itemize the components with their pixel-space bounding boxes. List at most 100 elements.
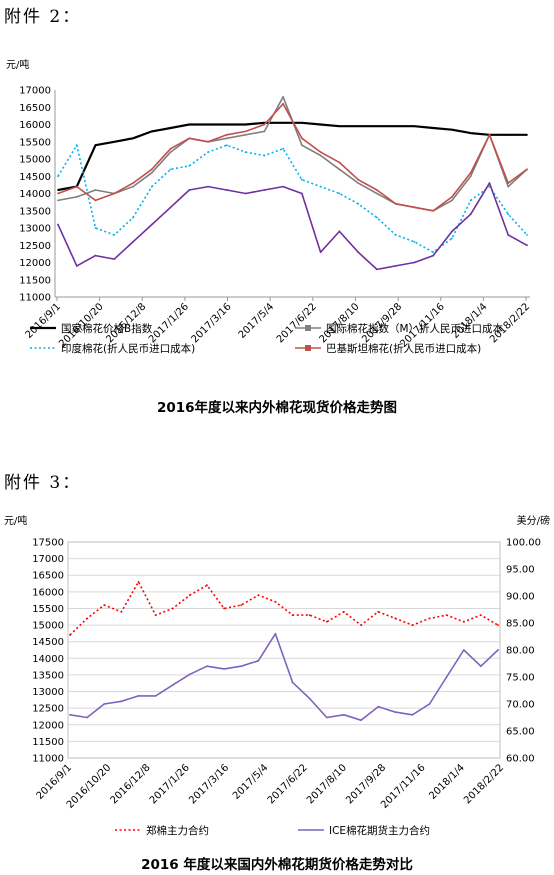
data-point: [137, 695, 140, 697]
y-tick-label: 16500: [19, 103, 51, 114]
data-point: [394, 202, 397, 205]
data-point: [244, 133, 247, 136]
data-point: [188, 673, 191, 676]
data-point: [282, 121, 285, 124]
data-point: [428, 703, 431, 705]
data-point: [319, 154, 322, 157]
y-tick-label: 11500: [32, 737, 64, 748]
y-tick-label: 14000: [19, 189, 51, 200]
y-axis-unit: 元/吨: [4, 514, 27, 527]
x-tick-label: 2017/3/16: [190, 301, 234, 345]
series-line-1: [57, 96, 528, 212]
data-point: [113, 258, 116, 260]
data-point: [432, 127, 435, 129]
series-line-0: [57, 121, 527, 192]
spot-price-chart: 元/吨 17000 16500 16000 15500 15000 14500 14000 13…: [6, 58, 532, 355]
data-point: [376, 125, 378, 128]
y2-tick-label: 80.00: [506, 646, 535, 657]
data-point: [225, 123, 228, 126]
y-tick-label: 12500: [32, 704, 64, 715]
data-point: [469, 175, 472, 178]
data-point: [357, 251, 360, 254]
data-point: [86, 617, 89, 620]
y-tick-label: 14500: [19, 172, 51, 183]
legend-marker: [305, 325, 311, 331]
data-point: [282, 102, 285, 105]
data-point: [291, 614, 294, 617]
y-tick-label: 14500: [32, 637, 64, 648]
data-point: [244, 151, 247, 153]
data-point: [319, 123, 322, 126]
data-point: [394, 265, 397, 267]
data-point: [451, 128, 453, 131]
data-point: [319, 151, 322, 153]
data-point: [120, 700, 123, 703]
data-point: [308, 614, 311, 617]
futures-price-caption: 2016 年度以来国内外棉花期货价格走势对比: [141, 857, 413, 873]
data-point: [526, 133, 528, 136]
data-point: [451, 237, 453, 240]
legend-label: 国家棉花价格B指数: [61, 322, 153, 335]
data-point: [469, 199, 472, 202]
data-point: [343, 713, 345, 716]
data-point: [169, 147, 172, 150]
data-point: [325, 716, 328, 719]
data-point: [225, 137, 228, 140]
data-point: [169, 206, 172, 209]
data-point: [113, 140, 116, 143]
data-point: [75, 185, 78, 188]
x-tick-label: 2018/1/4: [427, 762, 467, 802]
data-point: [432, 254, 435, 257]
data-point: [338, 230, 341, 233]
data-point: [207, 151, 209, 153]
x-tick-label: 2016/9/1: [24, 301, 64, 341]
y-tick-label: 16500: [32, 571, 64, 582]
appendix-3-heading: 附件 3：: [4, 473, 82, 493]
data-point: [169, 127, 172, 129]
data-point: [132, 182, 134, 185]
x-tick-label: 2017/6/22: [266, 762, 310, 806]
data-point: [154, 614, 157, 617]
x-tick-label: 2017/1/26: [147, 301, 191, 345]
data-point: [445, 676, 448, 678]
y2-tick-label: 60.00: [506, 754, 535, 765]
data-point: [376, 268, 378, 271]
y-tick-label: 15000: [32, 621, 64, 632]
data-point: [69, 713, 71, 716]
data-point: [240, 604, 243, 607]
y-tick-label: 12500: [19, 241, 51, 252]
data-point: [357, 202, 360, 205]
data-point: [94, 189, 97, 191]
data-point: [445, 614, 448, 617]
data-point: [469, 171, 472, 174]
data-point: [526, 244, 528, 247]
data-point: [206, 665, 208, 668]
data-point: [282, 96, 285, 98]
data-point: [394, 234, 397, 236]
data-point: [462, 649, 465, 651]
futures-price-chart: 元/吨 美分/磅 17500 17000 16500 16000 15500 15000 145…: [4, 514, 550, 837]
data-point: [57, 189, 59, 191]
data-point: [451, 196, 453, 198]
data-point: [377, 705, 380, 708]
spot-price-caption: 2016年度以来内外棉花现货价格走势图: [156, 400, 398, 416]
data-point: [94, 227, 97, 229]
y-tick-label: 15500: [19, 137, 51, 148]
data-point: [113, 234, 116, 236]
series-line-4: [57, 182, 528, 271]
x-tick-label: 2017/3/16: [187, 762, 231, 806]
data-point: [432, 251, 435, 254]
data-point: [132, 185, 134, 188]
y-tick-label: 13500: [32, 670, 64, 681]
data-point: [223, 607, 225, 610]
y-tick-label: 13000: [19, 224, 51, 235]
data-point: [394, 617, 397, 620]
data-point: [507, 185, 510, 188]
data-point: [244, 123, 247, 126]
data-point: [507, 213, 510, 216]
data-point: [223, 668, 225, 670]
data-point: [300, 178, 303, 181]
data-point: [188, 165, 191, 167]
data-point: [225, 189, 228, 191]
data-point: [263, 123, 266, 126]
